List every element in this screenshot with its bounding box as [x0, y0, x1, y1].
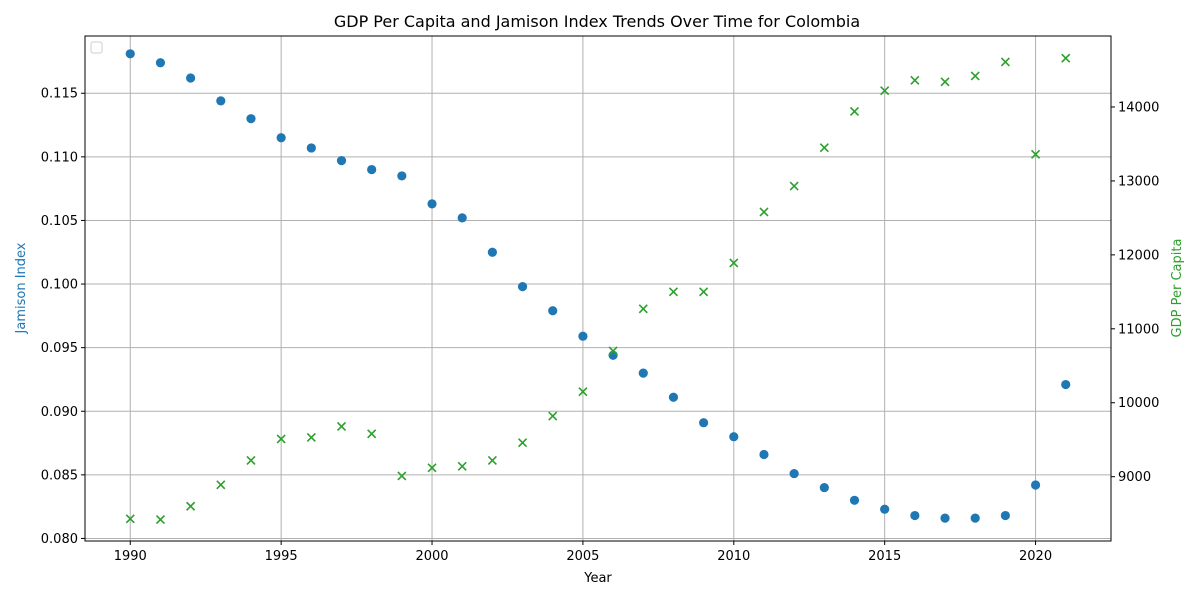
- x-axis-label: Year: [583, 571, 612, 586]
- jamison-point: [306, 143, 316, 153]
- gdp-point: [397, 471, 407, 481]
- jamison-point: [397, 171, 407, 181]
- y-axis-right-ticks: 9000 10000 11000 12000 13000 14000: [1111, 100, 1159, 485]
- jamison-point: [970, 513, 980, 523]
- y-left-tick-label: 0.105: [41, 214, 78, 229]
- gdp-point: [819, 143, 829, 153]
- y-right-tick-label: 11000: [1118, 322, 1159, 337]
- jamison-point: [1000, 510, 1010, 521]
- jamison-point: [216, 96, 226, 106]
- gdp-point: [940, 77, 950, 87]
- y-left-tick-label: 0.085: [41, 468, 78, 483]
- jamison-point: [699, 418, 709, 428]
- jamison-point: [1061, 379, 1071, 390]
- legend: [90, 41, 103, 54]
- data-markers: [125, 49, 1071, 525]
- gdp-point: [668, 287, 679, 297]
- gdp-point: [849, 106, 860, 116]
- x-tick-label: 2005: [566, 549, 599, 564]
- x-tick-label: 2015: [868, 549, 901, 564]
- y-left-tick-label: 0.110: [41, 150, 78, 165]
- jamison-point: [578, 331, 588, 341]
- grid: [85, 36, 1111, 541]
- jamison-point: [336, 156, 347, 166]
- gdp-point: [608, 346, 618, 356]
- gdp-point: [487, 455, 497, 465]
- y-right-tick-label: 10000: [1118, 396, 1159, 411]
- y-axis-left-ticks: 0.080 0.085 0.090 0.095 0.100 0.105 0.110 0.115: [41, 87, 85, 547]
- y-left-tick-label: 0.090: [41, 405, 78, 420]
- y-right-tick-label: 14000: [1118, 100, 1159, 115]
- jamison-point: [819, 482, 829, 493]
- jamison-point: [849, 495, 860, 505]
- gdp-point: [517, 438, 528, 448]
- jamison-point: [638, 368, 648, 378]
- jamison-point: [457, 213, 467, 223]
- jamison-point: [1030, 480, 1041, 490]
- y-axis-left-label: Jamison Index: [14, 242, 29, 334]
- gdp-point: [699, 287, 709, 297]
- jamison-point: [940, 513, 950, 523]
- jamison-point: [276, 133, 286, 143]
- gdp-point: [336, 421, 347, 431]
- y-left-tick-label: 0.100: [41, 278, 78, 293]
- gdp-point: [638, 304, 648, 314]
- plot-frame: [84, 35, 1112, 542]
- gdp-point: [1030, 149, 1041, 159]
- gdp-point: [729, 258, 739, 268]
- gdp-point: [578, 387, 588, 397]
- jamison-point: [910, 510, 920, 521]
- x-tick-label: 1990: [114, 549, 147, 564]
- y-right-tick-label: 9000: [1118, 470, 1151, 485]
- x-tick-label: 2010: [717, 549, 750, 564]
- jamison-point: [487, 247, 497, 257]
- chart-title: GDP Per Capita and Jamison Index Trends …: [334, 12, 860, 31]
- gdp-point: [910, 75, 920, 85]
- jamison-point: [789, 468, 799, 479]
- gdp-point: [216, 480, 226, 490]
- gdp-point: [1061, 53, 1071, 63]
- gdp-point: [789, 181, 799, 191]
- gdp-point: [367, 429, 377, 439]
- gdp-point: [186, 501, 196, 511]
- jamison-point: [367, 164, 377, 175]
- jamison-point: [517, 281, 528, 292]
- gdp-point: [276, 434, 286, 444]
- x-tick-label: 2000: [415, 549, 448, 564]
- y-left-tick-label: 0.080: [41, 532, 78, 547]
- jamison-point: [759, 449, 769, 460]
- gdp-point: [880, 86, 890, 96]
- x-tick-label: 1995: [265, 549, 298, 564]
- gdp-point: [548, 411, 558, 421]
- y-axis-right-label: GDP Per Capita: [1170, 239, 1185, 338]
- y-left-tick-label: 0.095: [41, 341, 78, 356]
- gdp-point: [970, 71, 980, 81]
- gdp-point: [427, 463, 437, 473]
- jamison-point: [880, 504, 890, 514]
- jamison-point: [155, 58, 166, 68]
- jamison-point: [186, 73, 196, 83]
- jamison-point: [548, 306, 558, 316]
- x-tick-label: 2020: [1019, 549, 1052, 564]
- gdp-point: [1000, 57, 1010, 67]
- gdp-point: [306, 432, 316, 443]
- y-right-tick-label: 13000: [1118, 174, 1159, 189]
- gdp-point: [155, 514, 166, 525]
- y-right-tick-label: 12000: [1118, 248, 1159, 263]
- y-left-tick-label: 0.115: [41, 87, 78, 102]
- jamison-point: [427, 199, 437, 209]
- x-axis-ticks: 1990 1995 2000 2005 2010 2015 2020: [114, 541, 1052, 564]
- gdp-point: [246, 455, 256, 465]
- jamison-point: [729, 432, 739, 442]
- jamison-point: [246, 114, 256, 124]
- jamison-point: [668, 392, 679, 402]
- gdp-point: [457, 461, 467, 471]
- gdp-point: [759, 207, 769, 217]
- gdp-point: [125, 514, 135, 524]
- jamison-point: [125, 49, 135, 59]
